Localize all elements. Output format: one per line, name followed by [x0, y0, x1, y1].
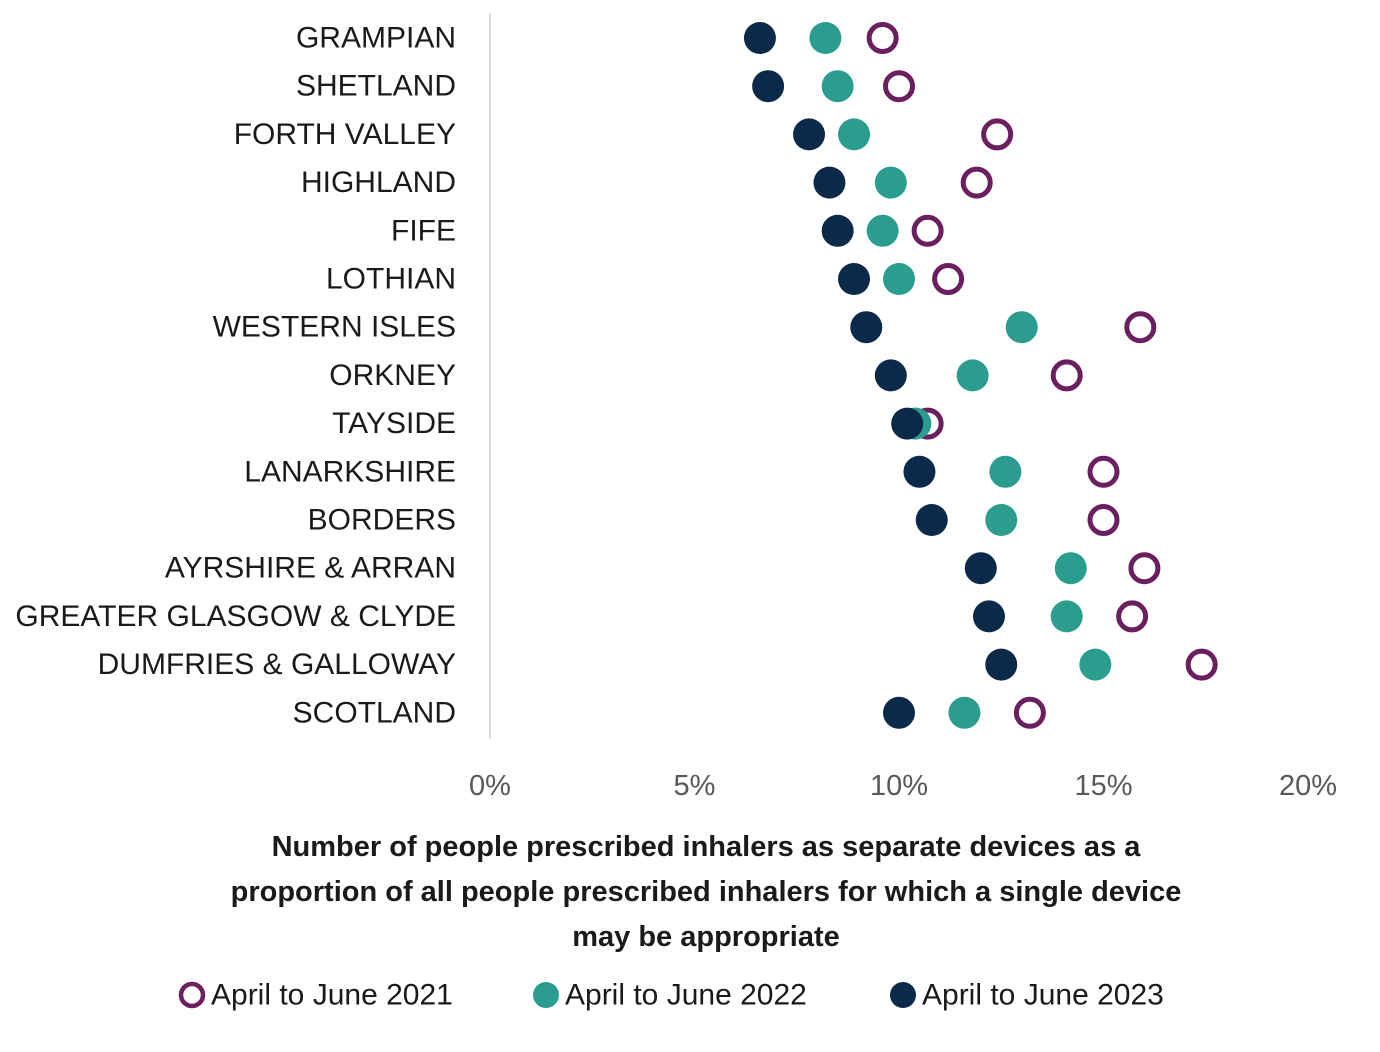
legend-label: April to June 2023: [922, 979, 1164, 1012]
series-1-markers: [866, 22, 1218, 729]
category-label: DUMFRIES & GALLOWAY: [98, 648, 456, 681]
data-point: [1054, 552, 1087, 585]
data-point: [1079, 648, 1112, 681]
data-point: [866, 214, 899, 247]
data-point: [821, 70, 854, 103]
category-label: LOTHIAN: [326, 263, 456, 296]
category-label: GREATER GLASGOW & CLYDE: [15, 600, 456, 633]
category-label: FORTH VALLEY: [234, 118, 456, 151]
data-point: [972, 600, 1005, 633]
category-labels: GRAMPIAN SHETLAND FORTH VALLEY HIGHLAND FIFE…: [15, 22, 456, 730]
x-axis-title-line: Number of people prescribed inhalers as …: [272, 831, 1142, 863]
x-tick-label: 15%: [1074, 770, 1132, 802]
data-point: [752, 70, 785, 103]
category-label: LANARKSHIRE: [244, 455, 456, 488]
data-point: [866, 22, 899, 54]
data-markers: [743, 22, 1218, 729]
data-point: [1087, 504, 1120, 536]
data-point: [964, 552, 997, 585]
category-label: SCOTLAND: [293, 696, 456, 729]
legend-item: April to June 2023: [890, 979, 1164, 1012]
legend-marker: [533, 982, 559, 1008]
data-point: [883, 263, 915, 295]
data-point: [1185, 648, 1218, 681]
category-label: WESTERN ISLES: [213, 311, 456, 344]
data-point: [874, 359, 907, 392]
data-point: [793, 118, 826, 151]
data-point: [1116, 600, 1149, 633]
data-point: [883, 696, 915, 729]
data-point: [809, 22, 842, 54]
data-point: [989, 455, 1022, 488]
category-label: AYRSHIRE & ARRAN: [165, 552, 456, 585]
legend-label: April to June 2021: [211, 979, 453, 1012]
data-point: [915, 504, 948, 536]
category-label: BORDERS: [308, 504, 456, 537]
data-point: [932, 263, 965, 295]
data-point: [891, 407, 924, 440]
x-axis-title-line: proportion of all people prescribed inha…: [231, 876, 1182, 908]
data-point: [1050, 600, 1083, 633]
data-point: [948, 696, 981, 729]
data-point: [956, 359, 989, 392]
x-tick-label: 0%: [469, 770, 511, 802]
data-point: [874, 166, 907, 199]
legend-item: April to June 2022: [533, 979, 807, 1012]
data-point: [1013, 696, 1046, 729]
data-point: [985, 504, 1018, 536]
x-tick-label: 10%: [870, 770, 928, 802]
data-point: [1005, 311, 1038, 344]
data-point: [838, 263, 871, 295]
data-point: [850, 311, 883, 344]
data-point: [985, 648, 1018, 681]
data-point: [903, 455, 936, 488]
data-point: [981, 118, 1014, 151]
category-label: HIGHLAND: [301, 166, 456, 199]
data-point: [883, 70, 915, 103]
data-point: [743, 22, 776, 54]
category-label: TAYSIDE: [332, 407, 456, 440]
data-point: [1128, 552, 1161, 585]
series-3-markers: [743, 22, 1018, 729]
x-axis-title-line: may be appropriate: [572, 921, 840, 953]
data-point: [1124, 311, 1157, 344]
x-tick-label: 20%: [1279, 770, 1337, 802]
data-point: [960, 166, 993, 199]
x-tick-labels: 0% 5% 10% 15% 20%: [469, 770, 1337, 802]
legend-marker: [890, 982, 916, 1008]
data-point: [838, 118, 871, 151]
data-point: [911, 214, 944, 247]
data-point: [1087, 455, 1120, 488]
legend-marker: [178, 981, 206, 1009]
legend-label: April to June 2022: [565, 979, 807, 1012]
category-label: GRAMPIAN: [296, 22, 456, 55]
category-label: FIFE: [391, 214, 456, 247]
data-point: [821, 214, 854, 247]
legend: April to June 2021 April to June 2022 Apri…: [178, 979, 1164, 1012]
x-tick-label: 5%: [674, 770, 716, 802]
data-point: [813, 166, 846, 199]
x-axis-title: Number of people prescribed inhalers as …: [231, 831, 1182, 953]
legend-item: April to June 2021: [178, 979, 453, 1012]
category-label: ORKNEY: [329, 359, 456, 392]
data-point: [1050, 359, 1083, 392]
category-label: SHETLAND: [296, 70, 456, 103]
